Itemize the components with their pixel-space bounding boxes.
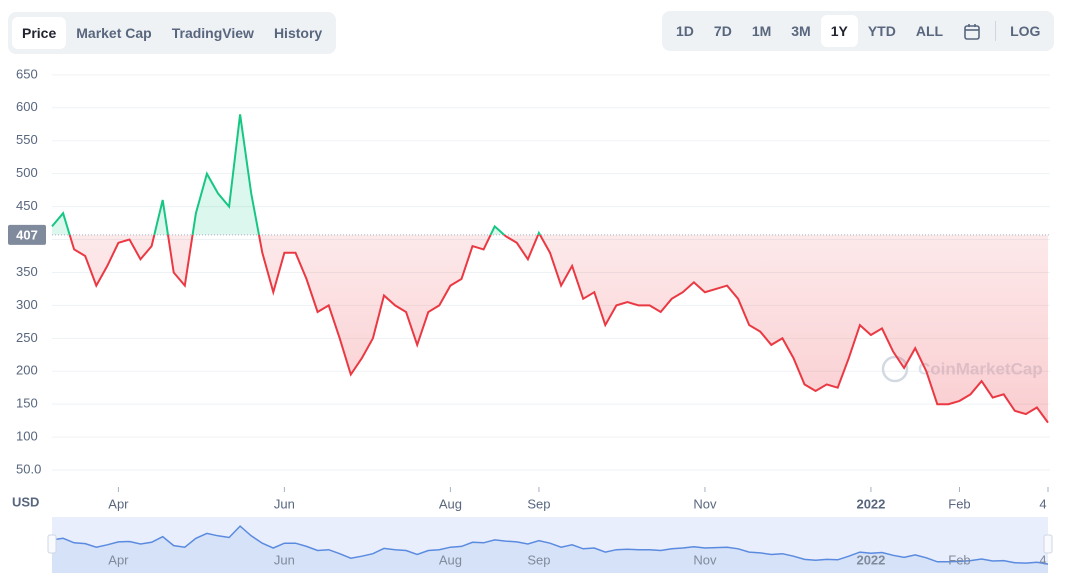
navigator-handle[interactable] xyxy=(1043,534,1053,554)
navigator-line xyxy=(51,525,1049,565)
y-tick-label: 450 xyxy=(16,198,38,213)
range-button[interactable]: 1M xyxy=(751,23,772,39)
range-group: 1D 7D 1M 3M 1Y YTD ALL LOG xyxy=(662,11,1055,51)
calendar-button[interactable] xyxy=(953,15,991,47)
navigator-label: Feb xyxy=(948,552,970,567)
navigator-bg xyxy=(52,517,1048,573)
x-tick-label: Jun xyxy=(274,496,295,511)
navigator-label: Sep xyxy=(527,552,550,567)
baseline-label: 407 xyxy=(16,227,38,242)
tab[interactable]: Price xyxy=(12,17,67,49)
range-button[interactable]: 1Y xyxy=(820,15,858,47)
navigator-handle[interactable] xyxy=(47,534,57,554)
y-tick-label: 650 xyxy=(16,66,38,81)
navigator-label: 4 xyxy=(1039,552,1046,567)
navigator-label: Nov xyxy=(693,552,717,567)
watermark-logo xyxy=(881,355,909,383)
tab-group: Price Market Cap TradingView History xyxy=(8,12,337,54)
y-tick-label: 200 xyxy=(16,363,38,378)
x-tick-label: Feb xyxy=(948,496,970,511)
navigator-label: Apr xyxy=(108,552,129,567)
price-line-down xyxy=(68,234,1049,424)
y-tick-label: 550 xyxy=(16,132,38,147)
tab[interactable]: TradingView xyxy=(171,25,254,41)
y-axis-unit: USD xyxy=(12,494,39,509)
y-tick-label: 350 xyxy=(16,264,38,279)
range-button[interactable]: 1D xyxy=(676,23,694,39)
x-tick-label: Apr xyxy=(108,496,129,511)
y-tick-label: 300 xyxy=(16,297,38,312)
separator xyxy=(995,21,997,41)
navigator-area xyxy=(52,526,1048,573)
navigator-label: Jun xyxy=(274,552,295,567)
x-tick-label: 2022 xyxy=(856,496,885,511)
range-button[interactable]: 7D xyxy=(713,23,732,39)
range-button[interactable]: 3M xyxy=(791,23,811,39)
tab[interactable]: Market Cap xyxy=(76,25,152,41)
x-tick-label: 4 xyxy=(1039,496,1046,511)
y-tick-label: 150 xyxy=(16,396,38,411)
y-tick-label: 50.0 xyxy=(16,461,41,476)
y-tick-label: 100 xyxy=(16,429,38,444)
range-button[interactable]: ALL xyxy=(915,23,944,39)
tab[interactable]: History xyxy=(273,25,323,41)
range-button[interactable]: YTD xyxy=(867,23,896,39)
navigator-label: Aug xyxy=(439,552,462,567)
y-tick-label: 600 xyxy=(16,99,38,114)
x-tick-label: Sep xyxy=(527,496,550,511)
y-tick-label: 500 xyxy=(16,165,38,180)
log-button[interactable]: LOG xyxy=(1010,23,1041,39)
x-tick-label: Nov xyxy=(693,496,717,511)
calendar-icon xyxy=(964,24,980,41)
price-line-up xyxy=(51,114,542,235)
baseline-tag xyxy=(8,224,46,245)
x-tick-label: Aug xyxy=(439,496,462,511)
area-down xyxy=(69,234,1048,423)
navigator-label: 2022 xyxy=(856,552,885,567)
y-tick-label: 250 xyxy=(16,330,38,345)
